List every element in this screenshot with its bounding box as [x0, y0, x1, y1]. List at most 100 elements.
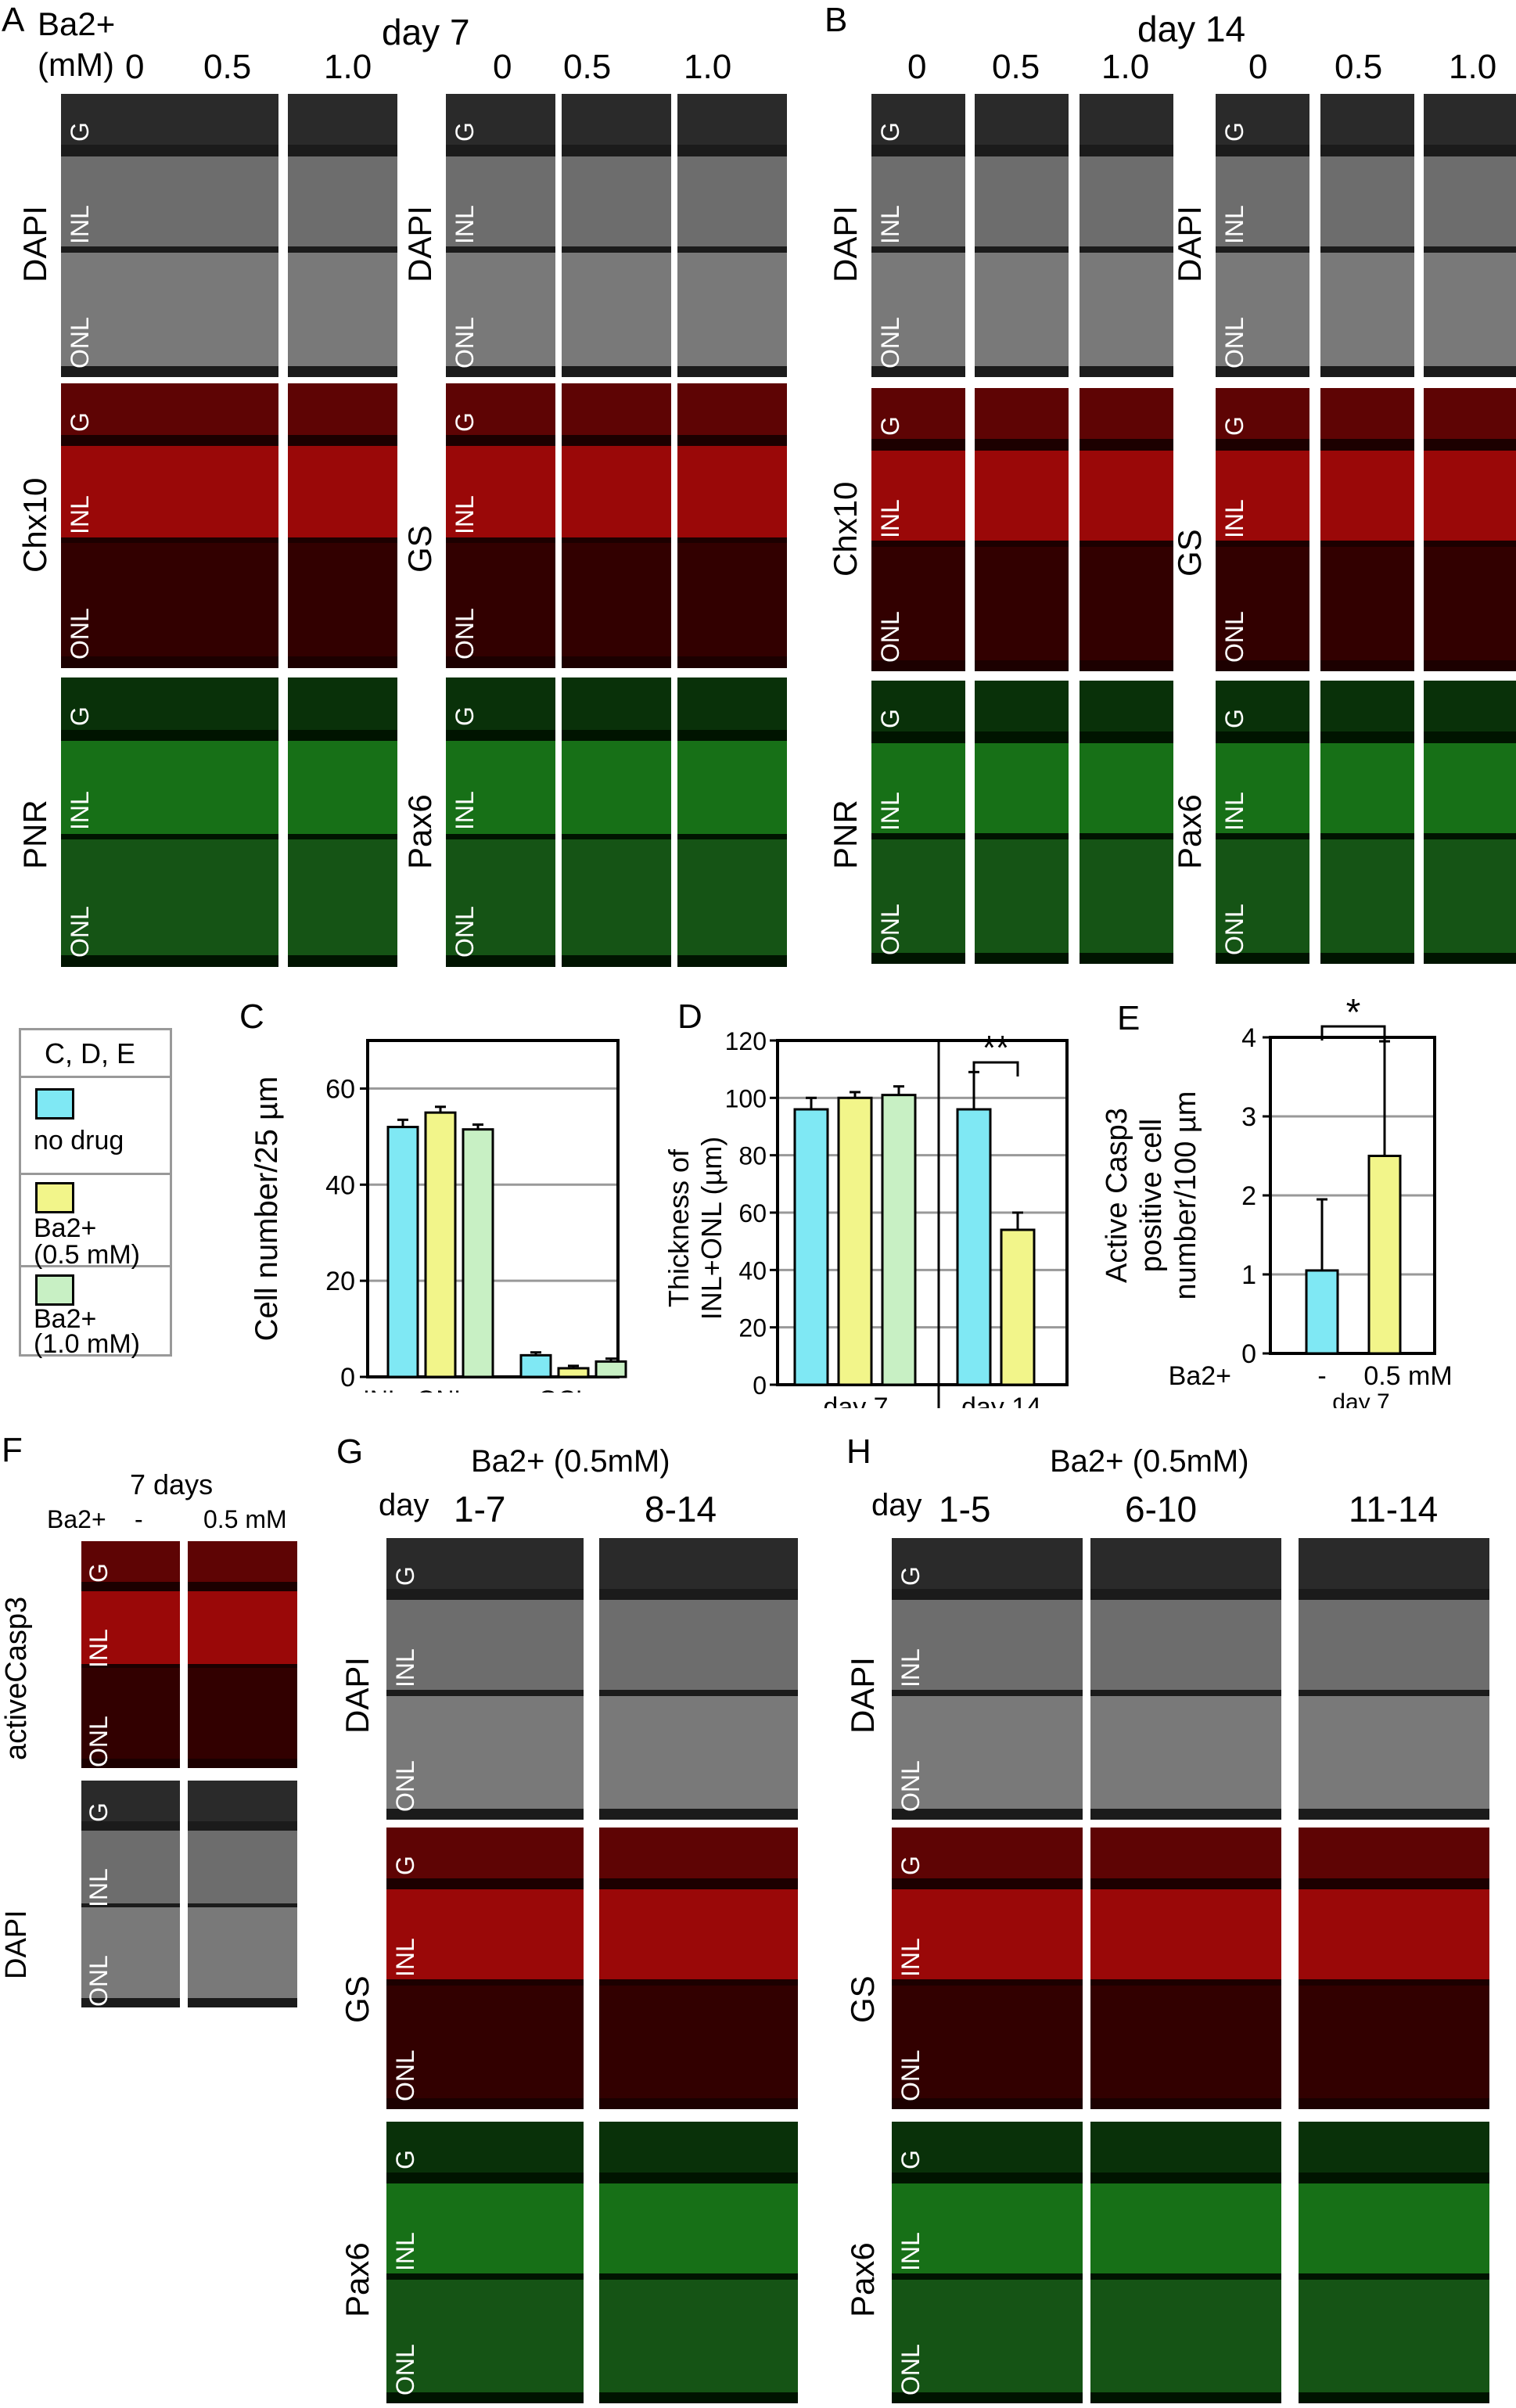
legend-label-ba-10-line1: Ba2+	[34, 1304, 97, 1334]
panel-a-col-0: 0	[125, 48, 145, 86]
layer-label-g: G	[1220, 122, 1248, 142]
y-tick-label: 20	[325, 1267, 355, 1296]
layer-label-inl: INL	[391, 1938, 419, 1978]
micrograph-h-r1-c2	[1299, 1828, 1489, 2109]
x-category-label: -	[1317, 1361, 1326, 1391]
stain-label-g-0: DAPI	[339, 1656, 375, 1734]
stain-label-a-left-1: Chx10	[16, 477, 53, 573]
layer-label-onl: ONL	[66, 906, 94, 958]
panel-g-letter: G	[336, 1432, 364, 1471]
bar-e-0	[1305, 1269, 1339, 1355]
y-tick-label: 20	[738, 1314, 767, 1342]
layer-label-g: G	[876, 709, 904, 729]
panel-b-day: day 14	[1137, 9, 1246, 49]
plot-frame	[776, 1039, 1069, 1386]
layer-label-g: G	[66, 706, 94, 727]
stain-label-a-right-1: GS	[401, 525, 438, 573]
y-tick-label: 2	[1241, 1181, 1256, 1211]
panel-h-col-3: 11-14	[1349, 1489, 1439, 1529]
micrograph-b-left-r0-c2	[1080, 94, 1173, 377]
panel-g-title: Ba2+ (0.5mM)	[471, 1444, 670, 1479]
layer-label-inl: INL	[1220, 205, 1248, 245]
micrograph-a-right-r0-c0: G INL ONL	[446, 94, 555, 377]
panel-e-letter: E	[1117, 999, 1141, 1037]
micrograph-g-r1-c0: G INL ONL	[386, 1828, 584, 2109]
stain-label-b-left-2: PNR	[827, 800, 864, 869]
y-axis-label-line1: Thickness of	[663, 1148, 695, 1307]
plot-frame	[1269, 1036, 1436, 1355]
layer-label-onl: ONL	[896, 2049, 925, 2101]
micrograph-a-right-r0-c2	[677, 94, 787, 377]
layer-label-inl: INL	[451, 791, 479, 831]
layer-label-g: G	[451, 706, 479, 727]
panel-b-col-1: 0.5	[992, 48, 1040, 86]
panel-a-mm-label: (mM)	[38, 46, 114, 83]
layer-label-g: G	[876, 416, 904, 437]
y-tick-label: 80	[738, 1142, 767, 1170]
micrograph-g-r2-c0: G INL ONL	[386, 2122, 584, 2403]
panel-d-chart: 0 20 40 60 80 100 120 ** day 7 day 14 Thickness of…	[663, 1027, 1069, 1408]
layer-label-onl: ONL	[84, 1716, 113, 1768]
layer-label-g: G	[876, 122, 904, 142]
layer-label-onl: ONL	[876, 317, 904, 369]
layer-label-inl: INL	[1220, 499, 1248, 539]
layer-label-inl: INL	[84, 1629, 113, 1668]
bar-c-s0-1	[519, 1353, 552, 1378]
y-axis-label-line3: number/100 µm	[1169, 1091, 1202, 1300]
layer-label-onl: ONL	[896, 1759, 925, 1812]
layer-label-g: G	[391, 1856, 419, 1876]
micrograph-b-right-r1-c2	[1424, 388, 1516, 671]
stain-label-a-left-2: PNR	[16, 800, 53, 869]
layer-label-onl: ONL	[66, 608, 94, 660]
y-tick-label: 100	[725, 1084, 767, 1112]
layer-label-inl: INL	[66, 205, 94, 245]
micrograph-f-r1-c1	[188, 1781, 297, 2007]
stain-label-a-right-2: Pax6	[401, 794, 438, 869]
layer-label-onl: ONL	[391, 2049, 419, 2101]
micrograph-a-left-r2-c2	[288, 677, 397, 967]
x-category-label: day 7	[823, 1393, 888, 1408]
layer-label-onl: ONL	[1220, 317, 1248, 369]
panel-c-chart: 0204060INL+ONLGCLday 7Cell number/25 µm	[250, 1039, 627, 1393]
panel-g-col-1: 1-7	[454, 1489, 506, 1529]
stain-label-b-right-0: DAPI	[1171, 205, 1208, 282]
layer-label-g: G	[451, 122, 479, 142]
y-tick-label: 120	[725, 1027, 767, 1055]
bar-c-s0-0	[386, 1126, 419, 1378]
legend-label-ba-10-line2: (1.0 mM)	[34, 1329, 140, 1359]
layer-label-onl: ONL	[1220, 904, 1248, 956]
panel-a-letter: A	[2, 1, 25, 39]
micrograph-a-left-r1-c0: G INL ONL	[61, 383, 171, 668]
micrograph-a-right-r0-c1	[562, 94, 671, 377]
micrograph-h-r1-c0: G INL ONL	[892, 1828, 1083, 2109]
layer-label-g: G	[391, 2150, 419, 2170]
bar-d-s0-0	[793, 1108, 829, 1386]
panel-b-col-3: 0	[1248, 48, 1268, 86]
panel-h-col-1: 1-5	[939, 1489, 991, 1529]
y-tick-label: 4	[1241, 1023, 1256, 1053]
panel-b-letter: B	[824, 1, 848, 39]
panel-a-col-3: 0	[493, 48, 512, 86]
y-tick-label: 40	[325, 1170, 355, 1200]
stain-label-b-left-0: DAPI	[827, 205, 864, 282]
panel-b-col-2: 1.0	[1101, 48, 1150, 86]
panel-d-letter: D	[677, 997, 702, 1036]
micrograph-a-right-r2-c2	[677, 677, 787, 967]
bar-d-s0-1	[956, 1108, 992, 1386]
micrograph-h-r0-c0: G INL ONL	[892, 1538, 1083, 1820]
y-axis-label-line1: Active Casp3	[1101, 1108, 1133, 1283]
stain-label-a-right-0: DAPI	[401, 205, 438, 282]
micrograph-a-left-r2-c0: G INL ONL	[61, 677, 171, 967]
layer-label-inl: INL	[451, 205, 479, 245]
panel-f-title: 7 days	[130, 1468, 214, 1501]
layer-label-g: G	[391, 1566, 419, 1587]
micrograph-h-r2-c1	[1090, 2122, 1281, 2403]
panel-f-ba-label: Ba2+	[47, 1505, 106, 1533]
micrograph-a-left-r0-c2	[288, 94, 397, 377]
micrograph-b-right-r2-c2	[1424, 681, 1516, 964]
micrograph-g-r0-c1	[599, 1538, 798, 1820]
layer-label-g: G	[896, 1566, 925, 1587]
significance-marker: **	[983, 1029, 1009, 1067]
legend-swatch-no-drug	[35, 1088, 74, 1120]
y-tick-label: 60	[325, 1074, 355, 1104]
